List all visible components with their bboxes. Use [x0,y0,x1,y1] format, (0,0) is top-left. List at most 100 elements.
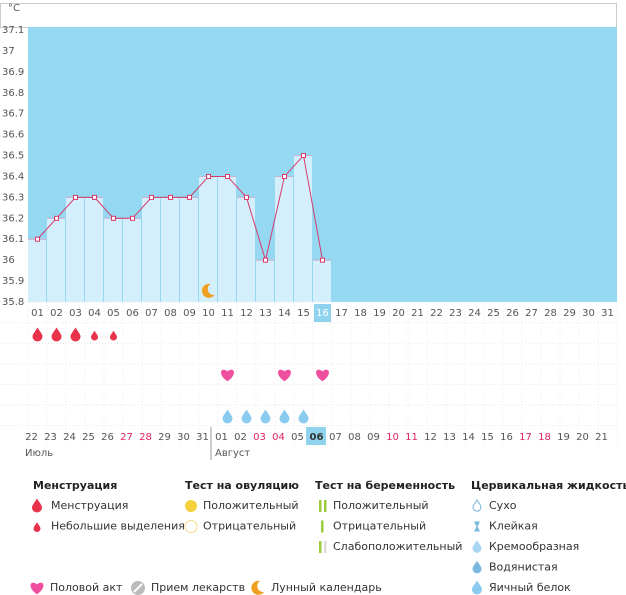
month-label: Июль [25,448,53,459]
day-label: 22 [430,308,443,319]
current-date-box [306,427,326,445]
temp-bar [256,260,274,302]
lower-background [0,302,617,444]
date-label: 02 [234,432,247,443]
drop-icon [279,409,290,424]
test-bar [321,520,324,533]
y-tick-label: 36.9 [2,67,24,78]
temp-bar [142,197,160,302]
day-label: 14 [278,308,291,319]
day-label: 20 [392,308,405,319]
day-label: 03 [69,308,82,319]
date-label: 31 [196,432,209,443]
temp-point [263,257,268,263]
y-tick-label: 37.1 [2,25,24,36]
date-label: 30 [177,432,190,443]
temp-bar [237,197,255,302]
day-label: 06 [126,308,139,319]
drop-icon [32,327,43,342]
day-label: 11 [221,308,234,319]
date-label: 01 [215,432,228,443]
legend-item: Положительный [203,499,299,512]
day-label: 21 [411,308,424,319]
temp-point [244,194,249,200]
date-label: 03 [253,432,266,443]
legend-item: Прием лекарств [151,581,245,594]
temp-point [130,215,135,221]
drop-icon [472,560,482,574]
day-label: 17 [335,308,348,319]
header-strip [0,3,617,28]
y-tick-label: 36 [2,255,15,266]
y-tick-label: 37 [2,46,15,57]
drop-icon [70,327,81,342]
temp-bar [123,218,141,302]
date-label: 28 [139,432,152,443]
day-label: 08 [164,308,177,319]
legend-title: Менструация [33,479,117,492]
y-tick-label: 36.2 [2,213,24,224]
drop-icon [241,409,252,424]
legend-item: Водянистая [489,561,558,574]
temp-bar [313,260,331,302]
drop-icon [298,409,309,424]
date-label: 13 [443,432,456,443]
day-label: 02 [50,308,63,319]
day-label: 18 [354,308,367,319]
legend-title: Цервикальная жидкость [471,479,626,492]
day-label: 30 [582,308,595,319]
day-label: 31 [601,308,614,319]
legend-item: Небольшие выделения [51,520,185,533]
legend-item: Слабоположительный [333,540,462,553]
legend-item: Клейкая [489,520,538,533]
date-label: 20 [576,432,589,443]
temp-point [54,215,59,221]
date-label: 11 [405,432,418,443]
temp-bar [47,218,65,302]
y-tick-label: 36.3 [2,192,24,203]
temp-bar [66,197,84,302]
drop-icon [222,409,233,424]
day-label: 04 [88,308,101,319]
ovulation-negative [184,520,198,533]
day-label: 25 [487,308,500,319]
date-label: 29 [158,432,171,443]
date-label: 09 [367,432,380,443]
sticky-icon [474,521,480,532]
date-label: 16 [500,432,513,443]
drop-icon [110,330,117,341]
test-bar [319,500,322,512]
day-label: 15 [297,308,310,319]
date-label: 18 [538,432,551,443]
temp-point [149,194,154,200]
date-label: 07 [329,432,342,443]
test-bar [319,541,322,553]
date-label: 06 [310,432,324,443]
day-label: 29 [563,308,576,319]
temp-bar [275,176,293,302]
temp-point [206,173,211,179]
test-bar [324,541,327,553]
moon-icon [201,283,215,298]
y-tick-label: 36.8 [2,88,24,99]
temp-bar [28,239,46,302]
drop-icon [472,498,482,512]
drop-icon [32,498,42,513]
temp-bar [161,197,179,302]
date-label: 05 [291,432,304,443]
day-label: 13 [259,308,272,319]
drop-icon [472,580,482,595]
current-day-box [314,304,331,322]
temp-line [37,154,323,263]
date-label: 19 [557,432,570,443]
date-label: 26 [101,432,114,443]
date-label: 24 [63,432,76,443]
date-label: 23 [44,432,57,443]
temp-point [225,173,230,179]
unit-label: °C [8,3,20,14]
day-label: 27 [525,308,538,319]
day-label: 19 [373,308,386,319]
temp-bar [104,218,122,302]
temp-point [168,194,173,200]
